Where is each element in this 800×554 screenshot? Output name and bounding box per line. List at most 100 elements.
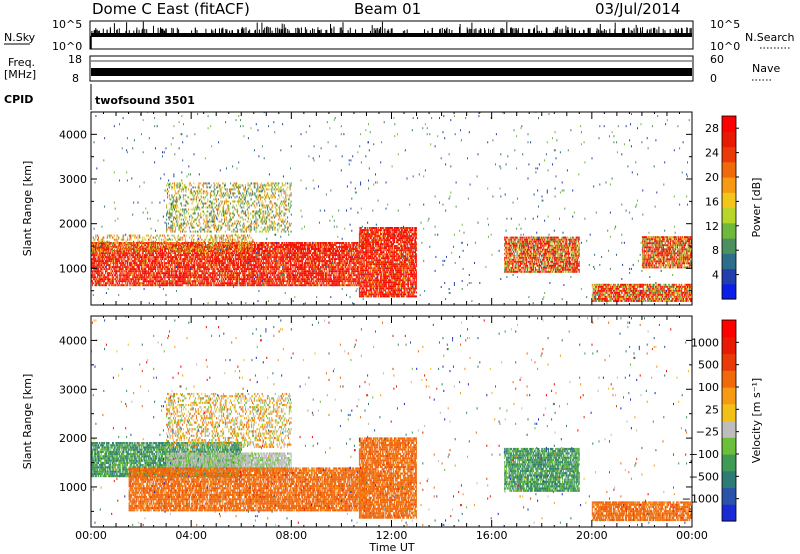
- power-cell: [274, 278, 276, 281]
- power-cell: [117, 258, 119, 261]
- power-cell: [219, 254, 221, 257]
- power-cell: [277, 262, 279, 265]
- power-cell: [200, 282, 202, 285]
- power-cell: [199, 254, 201, 257]
- power-cell: [256, 254, 258, 257]
- power-cell: [109, 264, 111, 267]
- power-cell: [244, 244, 246, 246]
- power-cell: [304, 254, 305, 257]
- power-cell: [201, 256, 203, 259]
- power-cell: [99, 284, 101, 287]
- power-cell: [101, 278, 103, 281]
- power-cell: [113, 268, 115, 271]
- power-cell: [98, 242, 100, 244]
- noise-spike: [262, 29, 264, 33]
- power-cell: [270, 244, 272, 246]
- power-cell: [157, 268, 159, 271]
- power-cell: [139, 250, 141, 252]
- power-cell: [252, 274, 254, 277]
- power-cell: [116, 282, 118, 285]
- power-cell: [162, 272, 163, 275]
- power-cell: [196, 260, 198, 263]
- power-cell: [271, 274, 273, 277]
- power-cell: [309, 270, 311, 273]
- power-cell: [307, 252, 309, 255]
- power-cell: [216, 258, 218, 261]
- power-cell: [193, 278, 195, 281]
- power-cell: [136, 250, 138, 252]
- freq-panel-frame: [89, 55, 694, 82]
- power-cell: [304, 272, 306, 275]
- power-cell: [101, 258, 103, 261]
- power-cell: [120, 278, 122, 281]
- power-cell: [182, 260, 184, 263]
- power-cell: [233, 278, 234, 281]
- power-cell: [108, 272, 110, 275]
- power-cell: [247, 258, 249, 261]
- power-cell: [294, 242, 296, 244]
- power-cell: [172, 250, 174, 252]
- power-cell: [166, 264, 168, 267]
- power-cell: [163, 246, 165, 248]
- power-cell: [240, 252, 241, 255]
- power-cell: [119, 248, 121, 250]
- power-cell: [190, 270, 191, 273]
- power-cell: [248, 254, 250, 257]
- power-cell: [124, 276, 126, 279]
- power-cell: [97, 280, 99, 283]
- power-cell: [188, 278, 190, 281]
- power-cell: [173, 242, 175, 244]
- power-cell: [170, 254, 172, 257]
- noise-spike: [361, 28, 363, 33]
- noise-spike: [342, 22, 344, 33]
- power-cell: [103, 246, 105, 248]
- noise-spike: [300, 27, 302, 33]
- power-cell: [283, 278, 285, 281]
- power-cell: [106, 256, 108, 259]
- power-cell: [187, 280, 189, 283]
- power-cell: [303, 272, 305, 275]
- power-cell: [297, 248, 299, 250]
- power-cell: [184, 268, 186, 271]
- power-cell: [275, 260, 277, 263]
- power-cell: [281, 250, 283, 252]
- power-cell: [280, 264, 282, 267]
- noise-spike: [238, 29, 240, 33]
- power-cell: [219, 262, 221, 265]
- power-cell: [282, 252, 284, 255]
- power-cell: [304, 252, 305, 255]
- power-cell: [150, 272, 152, 275]
- power-cell: [215, 278, 217, 281]
- power-cell: [92, 262, 94, 265]
- power-cell: [191, 282, 193, 285]
- power-cell: [270, 246, 272, 248]
- power-cell: [305, 254, 307, 257]
- power-cell: [234, 278, 236, 281]
- power-cell: [309, 274, 311, 277]
- power-cell: [167, 254, 169, 257]
- power-cell: [184, 276, 186, 279]
- power-cell: [92, 276, 94, 279]
- power-cell: [190, 242, 192, 244]
- power-cell: [223, 268, 225, 271]
- nsearch-label: N.Search: [745, 31, 795, 44]
- power-cell: [243, 262, 245, 265]
- power-cell: [236, 274, 238, 277]
- power-cell: [131, 266, 133, 269]
- power-cell: [130, 280, 132, 283]
- power-cell: [198, 244, 200, 246]
- power-cell: [133, 274, 135, 277]
- power-cell: [190, 246, 192, 248]
- power-cell: [169, 276, 170, 279]
- power-cell: [257, 262, 259, 265]
- noise-spike: [528, 29, 530, 33]
- power-cell: [287, 278, 289, 281]
- power-cell: [117, 252, 119, 255]
- power-cell: [225, 270, 227, 273]
- power-cell: [294, 262, 296, 265]
- power-cell: [134, 252, 136, 255]
- power-cell: [161, 276, 163, 279]
- power-cell: [218, 244, 220, 246]
- power-cell: [146, 246, 148, 248]
- power-cell: [205, 254, 207, 257]
